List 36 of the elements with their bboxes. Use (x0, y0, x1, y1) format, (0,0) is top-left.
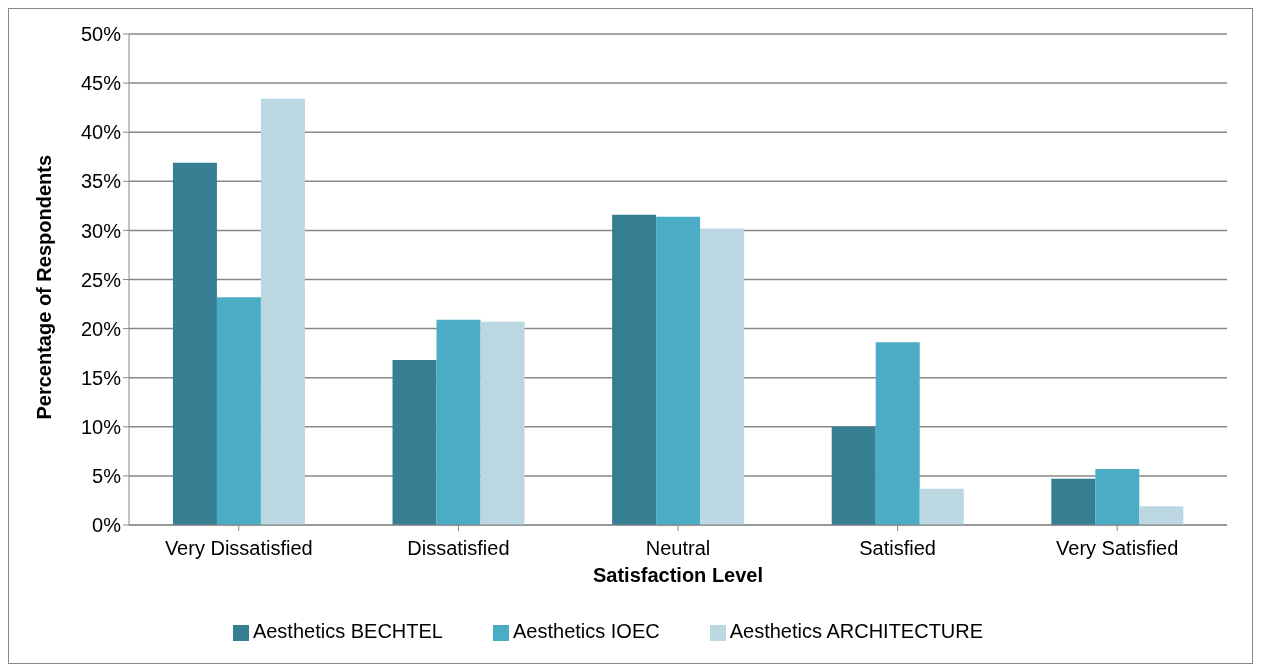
bar (1139, 506, 1184, 525)
legend-label: Aesthetics BECHTEL (252, 620, 443, 642)
x-tick-label: Satisfied (859, 537, 936, 560)
bar (436, 319, 481, 525)
bar (919, 488, 964, 525)
y-tick-label: 50% (80, 23, 122, 46)
x-tick-label: Neutral (645, 537, 711, 560)
bar (875, 342, 920, 525)
y-axis-title: Percentage of Respondents (33, 154, 56, 420)
bar (172, 162, 217, 525)
bar (260, 98, 305, 525)
y-tick-label: 25% (80, 268, 122, 291)
legend-label: Aesthetics ARCHITECTURE (729, 620, 984, 642)
bar (1095, 469, 1140, 525)
y-tick-label: 10% (80, 415, 122, 438)
bar (612, 214, 657, 525)
y-tick-label: 15% (80, 366, 122, 389)
x-tick-label: Very Satisfied (1056, 537, 1179, 560)
x-tick-label: Dissatisfied (407, 537, 510, 560)
bar (831, 426, 876, 525)
y-tick-label: 0% (92, 514, 122, 537)
bar (216, 297, 261, 525)
y-tick-label: 30% (80, 219, 122, 242)
y-tick-label: 35% (80, 170, 122, 193)
y-tick-label: 5% (92, 465, 122, 487)
legend-label: Aesthetics IOEC (512, 620, 660, 642)
y-tick-label: 20% (80, 317, 122, 340)
bar (1051, 478, 1096, 525)
y-tick-label: 40% (80, 121, 122, 144)
bar (392, 360, 437, 525)
bar (700, 228, 745, 525)
bar (656, 216, 701, 525)
x-axis-title: Satisfaction Level (592, 564, 764, 586)
x-tick-label: Very Dissatisfied (164, 537, 313, 560)
bar (480, 321, 525, 525)
y-tick-label: 45% (80, 72, 122, 95)
